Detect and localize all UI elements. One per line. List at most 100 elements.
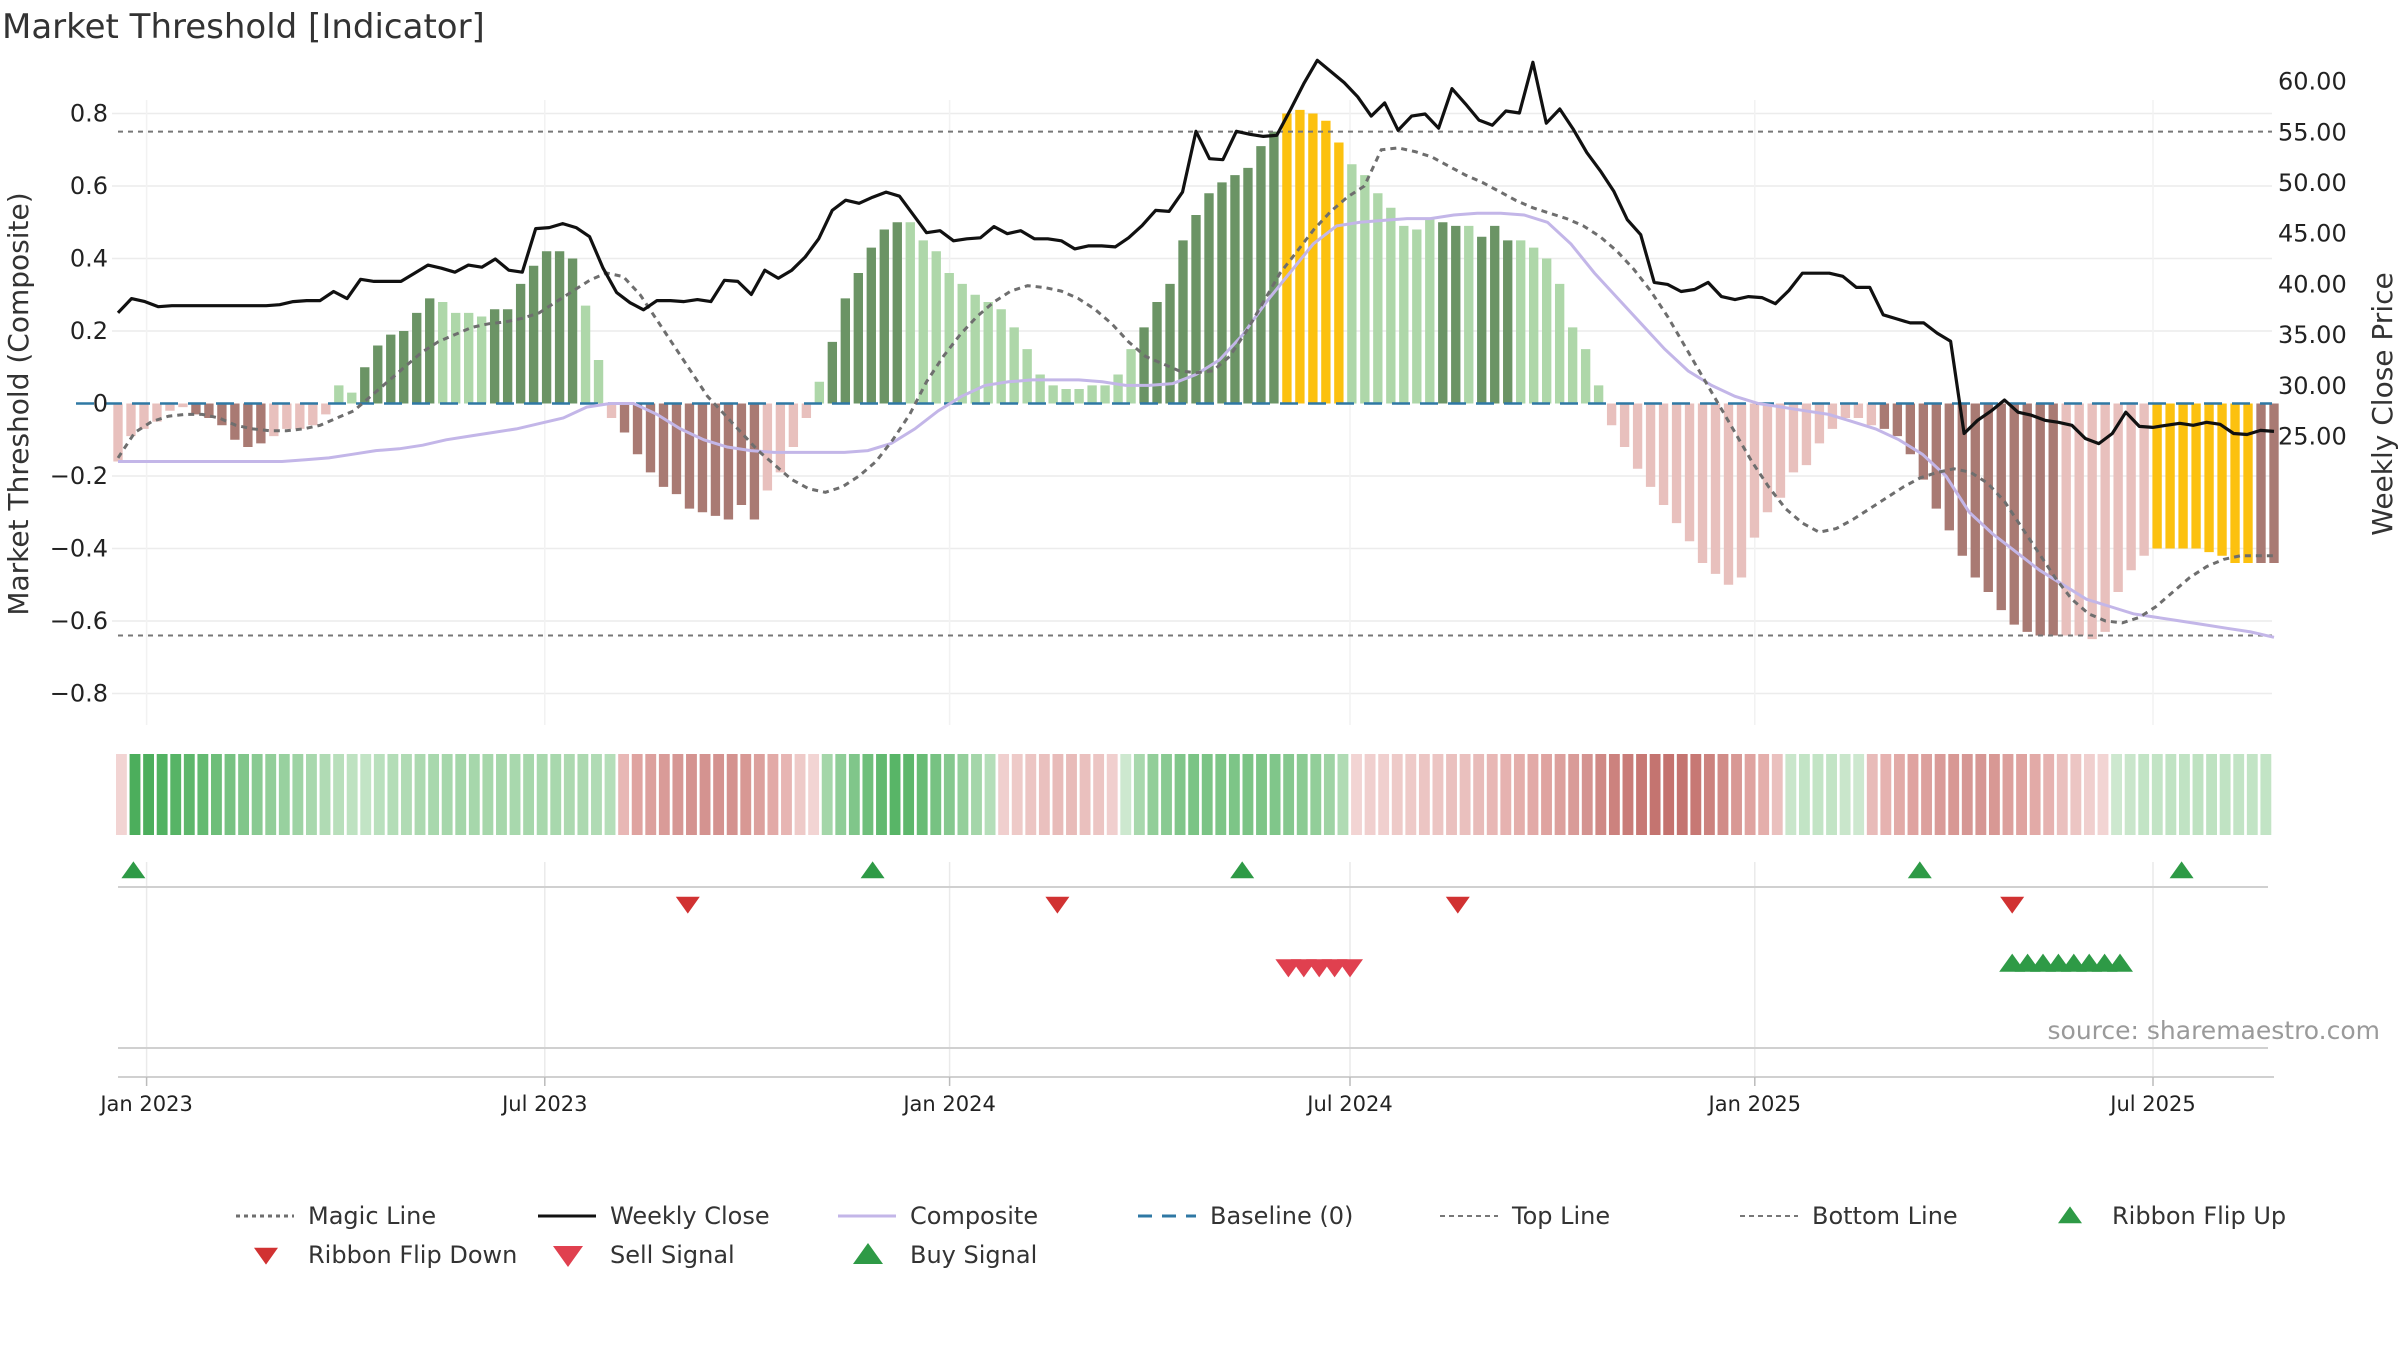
ribbon-segment: [306, 754, 317, 835]
ribbon-segment: [2206, 754, 2217, 835]
left-tick-label: −0.2: [50, 462, 108, 490]
composite-bar: [1464, 225, 1474, 404]
ribbon-segment: [2097, 754, 2109, 835]
right-tick-label: 30.00: [2278, 372, 2347, 400]
composite-bar: [1113, 374, 1123, 404]
ribbon-segment: [1853, 754, 1865, 835]
composite-bar: [1321, 120, 1331, 404]
composite-bar: [2035, 403, 2045, 636]
ribbon-segment: [2056, 754, 2068, 835]
ribbon-segment: [1133, 754, 1145, 835]
composite-bar: [775, 403, 786, 473]
ribbon-segment: [2029, 754, 2041, 835]
ribbon-segment: [808, 754, 820, 835]
sell-signal-marker: [1337, 959, 1363, 978]
ribbon-segment: [2043, 754, 2055, 835]
ribbon-segment: [794, 754, 806, 835]
composite-bar: [1944, 403, 1954, 531]
ribbon-segment: [1988, 754, 2000, 835]
ribbon-segment: [1948, 754, 1960, 835]
ribbon-segment: [1337, 754, 1349, 835]
ribbon-segment: [672, 754, 684, 835]
composite-bar: [1541, 258, 1552, 404]
composite-bar: [658, 403, 669, 487]
composite-bar: [476, 316, 487, 404]
composite-bar: [1061, 389, 1071, 404]
ribbon-segment: [1839, 754, 1851, 835]
composite-bar: [996, 309, 1006, 404]
ribbon-segment: [1649, 754, 1661, 835]
ribbon-segment: [2165, 754, 2177, 835]
composite-bar: [1126, 349, 1136, 404]
ribbon-segment: [536, 754, 548, 835]
legend-label: Sell Signal: [610, 1241, 735, 1269]
composite-bar: [373, 345, 383, 404]
composite-bar: [2087, 403, 2097, 640]
ribbon-segment: [238, 754, 250, 835]
ribbon-segment: [916, 754, 928, 835]
ribbon-segment: [1731, 754, 1742, 835]
composite-bar: [1178, 240, 1188, 404]
ribbon-segment: [2260, 754, 2272, 835]
ribbon-segment: [1283, 754, 1295, 835]
composite-bar: [1905, 403, 1916, 455]
composite-bar: [1477, 236, 1487, 404]
composite-bar: [684, 403, 695, 509]
ribbon-flip-down-marker: [1445, 896, 1470, 914]
ribbon-segment: [550, 754, 562, 835]
composite-bar: [282, 403, 292, 429]
composite-bar: [217, 403, 227, 426]
ribbon-segment: [1663, 754, 1675, 835]
composite-bar: [528, 265, 539, 404]
ribbon-segment: [1174, 754, 1186, 835]
composite-bar: [1814, 403, 1825, 444]
ribbon-segment: [1934, 754, 1946, 835]
ribbon-segment: [563, 754, 575, 835]
date-tick-label: Jul 2023: [500, 1092, 587, 1116]
composite-bar: [723, 403, 734, 520]
ribbon-segment: [1744, 754, 1756, 835]
composite-bar: [1074, 389, 1084, 404]
composite-bar: [788, 403, 799, 447]
ribbon-segment: [292, 754, 304, 835]
right-tick-label: 50.00: [2278, 169, 2347, 197]
date-tick-label: Jul 2025: [2108, 1092, 2195, 1116]
composite-bar: [1580, 349, 1591, 404]
ribbon-segment: [170, 754, 182, 835]
legend-label: Ribbon Flip Down: [308, 1241, 517, 1269]
ribbon-segment: [1961, 754, 1973, 835]
ribbon-segment: [1242, 754, 1254, 835]
ribbon-segment: [1758, 754, 1770, 835]
composite-bar: [1425, 218, 1435, 404]
composite-bar: [2022, 403, 2032, 632]
ribbon-segment: [1527, 754, 1539, 835]
ribbon-segment: [1106, 754, 1118, 835]
composite-bar: [360, 367, 370, 404]
composite-bar: [1256, 146, 1266, 404]
composite-bar: [347, 392, 357, 404]
ribbon-segment: [1459, 754, 1471, 835]
ribbon-segment: [2178, 754, 2190, 835]
composite-bar: [1723, 403, 1734, 585]
ribbon-segment: [781, 754, 792, 835]
composite-bar: [386, 334, 396, 404]
composite-bar: [2113, 403, 2123, 592]
composite-bar: [1438, 222, 1448, 404]
composite-bar: [1957, 403, 1967, 556]
ribbon-segment: [1215, 754, 1227, 835]
ribbon-segment: [1310, 754, 1322, 835]
ribbon-segment: [713, 754, 725, 835]
ribbon-flip-up-marker: [860, 861, 885, 879]
composite-bar: [580, 305, 591, 404]
composite-bar: [710, 403, 721, 516]
ribbon-segment: [1011, 754, 1023, 835]
composite-bar: [554, 251, 565, 404]
ribbon-flip-up-marker: [2169, 861, 2194, 879]
ribbon-segment: [577, 754, 589, 835]
composite-bar: [1360, 175, 1370, 404]
ribbon-segment: [387, 754, 399, 835]
ribbon-segment: [1093, 754, 1105, 835]
ribbon-segment: [2083, 754, 2095, 835]
ribbon-segment: [496, 754, 507, 835]
ribbon-segment: [2246, 754, 2258, 835]
